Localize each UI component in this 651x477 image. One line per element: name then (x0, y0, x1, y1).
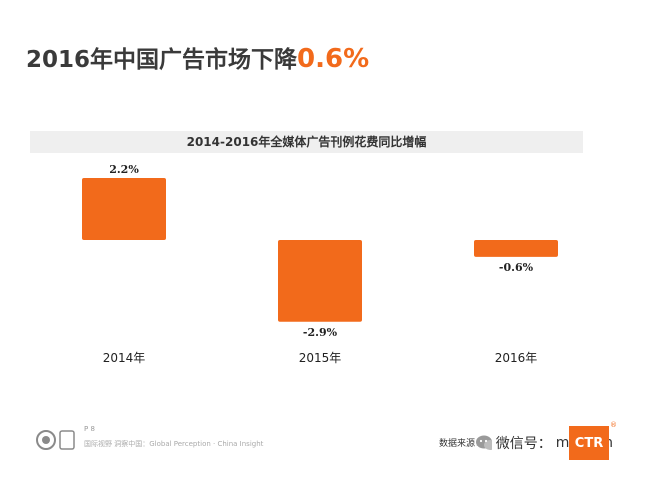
bar-2 (278, 240, 362, 322)
footer-tagline: 国际视野 洞察中国：Global Perception · China Insi… (84, 440, 264, 448)
data-label-2: -2.9% (303, 326, 338, 339)
page-number: P 8 (84, 425, 95, 433)
category-label-3: 2016年 (495, 351, 538, 365)
wechat-id-label: 微信号： (495, 436, 552, 452)
bar-3 (474, 240, 558, 257)
bar-1 (82, 177, 166, 240)
chart-title-band (30, 131, 583, 153)
registered-mark: ® (610, 421, 617, 429)
source-label: 数据来源： (439, 439, 485, 449)
data-label-3: -0.6% (499, 261, 534, 274)
category-label-2: 2015年 (299, 351, 342, 365)
data-label-1: 2.2% (109, 163, 139, 176)
page-title-highlight: 0.6% (297, 44, 370, 74)
chart-title: 2014-2016年全媒体广告刊例花费同比增幅 (186, 135, 427, 149)
logo-seal-icon (36, 430, 75, 450)
category-label-1: 2014年 (103, 351, 146, 365)
page-title: 2016年中国广告市场下降0.6% (26, 40, 369, 74)
brand-logo: CTR (569, 426, 609, 460)
page-title-main: 2016年中国广告市场下降 (26, 47, 298, 73)
wechat-icon (476, 435, 492, 450)
